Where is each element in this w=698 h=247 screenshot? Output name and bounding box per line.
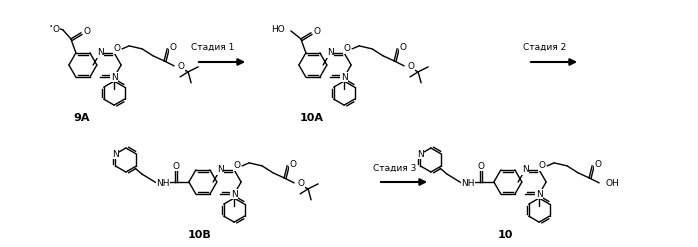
Text: N: N (327, 48, 334, 57)
Text: 10: 10 (497, 230, 513, 240)
Text: N: N (341, 73, 348, 82)
Text: N: N (521, 165, 528, 174)
Text: O: O (314, 27, 321, 36)
Text: Стадия 2: Стадия 2 (524, 42, 567, 52)
Text: O: O (594, 160, 601, 169)
Text: N: N (217, 165, 223, 174)
Text: O: O (343, 44, 350, 53)
Text: O: O (84, 27, 91, 36)
Text: NH: NH (461, 179, 475, 187)
Text: N: N (112, 149, 119, 159)
Text: N: N (97, 48, 103, 57)
Text: O: O (297, 179, 304, 188)
Text: N: N (111, 73, 117, 82)
Text: HO: HO (271, 25, 285, 34)
Text: N: N (231, 190, 237, 199)
Text: OH: OH (605, 179, 619, 188)
Text: O: O (407, 62, 414, 71)
Text: O: O (169, 43, 176, 52)
Text: NH: NH (156, 179, 170, 187)
Text: Стадия 3: Стадия 3 (373, 164, 417, 172)
Text: O: O (399, 43, 406, 52)
Text: N: N (536, 190, 542, 199)
Text: Стадия 1: Стадия 1 (191, 42, 235, 52)
Text: O: O (53, 25, 60, 34)
Text: N: N (417, 149, 424, 159)
Text: O: O (234, 161, 241, 170)
Text: O: O (172, 162, 179, 170)
Text: O: O (114, 44, 121, 53)
Text: 10B: 10B (188, 230, 212, 240)
Text: O: O (177, 62, 184, 71)
Text: O: O (539, 161, 546, 170)
Text: O: O (477, 162, 484, 170)
Text: 10A: 10A (300, 113, 324, 123)
Text: 9A: 9A (74, 113, 90, 123)
Text: O: O (289, 160, 296, 169)
